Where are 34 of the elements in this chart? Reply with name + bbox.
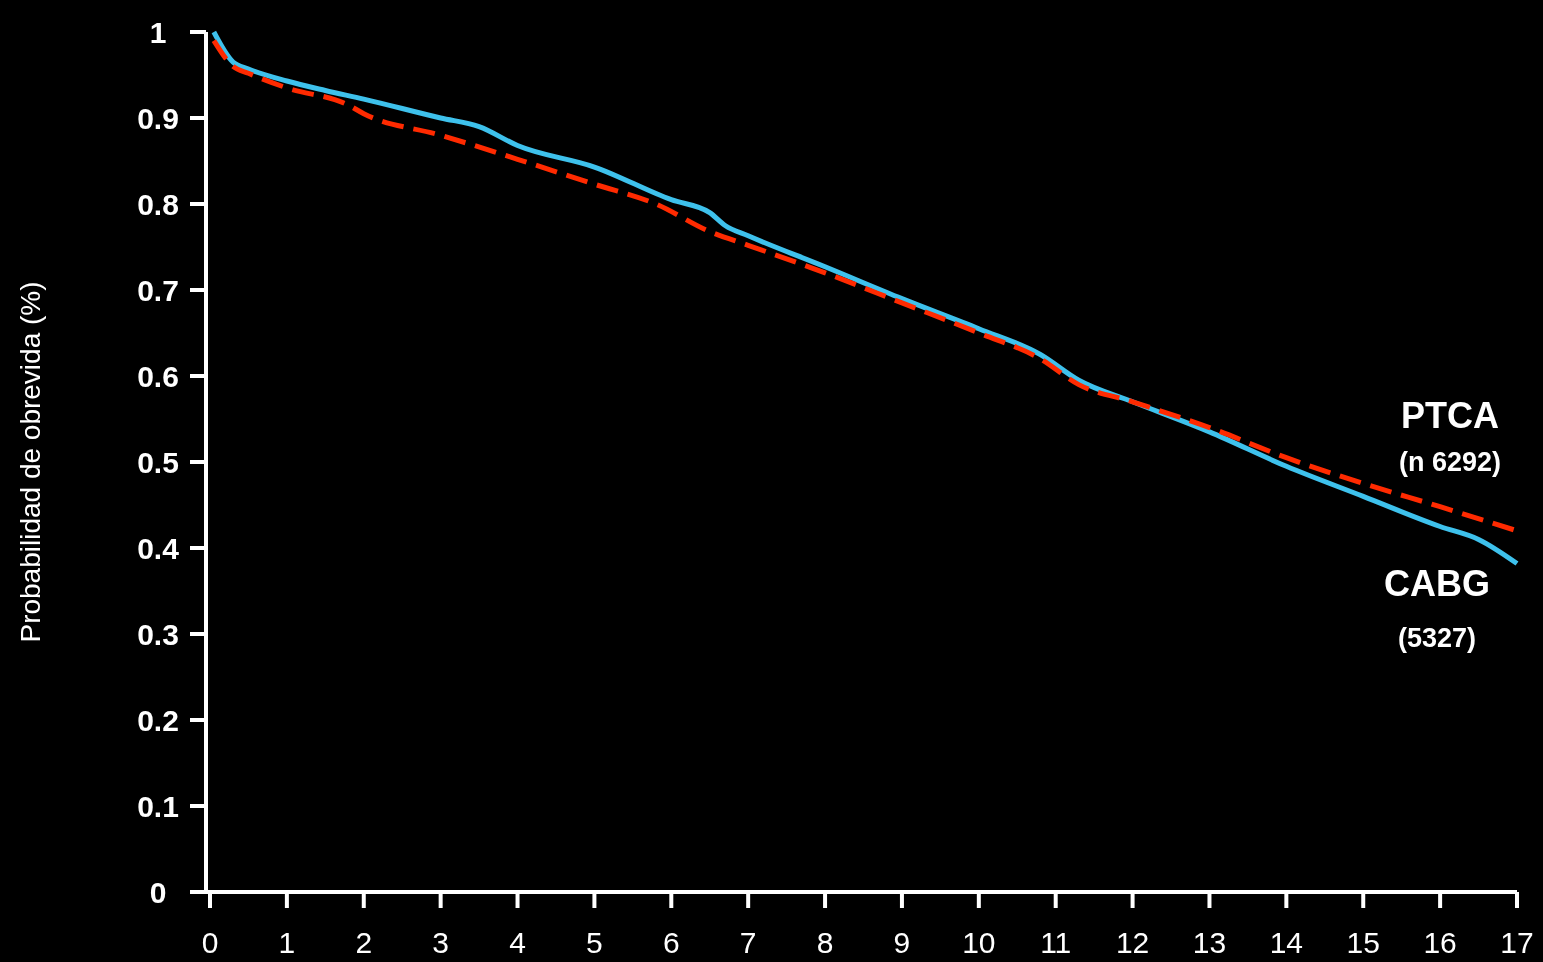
x-tick-label: 14 xyxy=(1269,925,1304,959)
x-tick-label: 8 xyxy=(816,925,834,959)
y-tick-label: 0.1 xyxy=(137,789,179,823)
x-tick-label: 10 xyxy=(962,925,996,959)
x-tick-label: 11 xyxy=(1040,925,1072,959)
x-tick-label: 13 xyxy=(1192,925,1227,959)
x-tick-label: 15 xyxy=(1346,925,1380,959)
x-tick-label: 9 xyxy=(893,925,911,959)
y-tick-label: 0.4 xyxy=(137,531,180,565)
annotation: (n 6292) xyxy=(1398,447,1502,478)
x-tick-label: 17 xyxy=(1500,925,1534,959)
y-axis-title: Probabilidad de obrevida (%) xyxy=(15,281,46,643)
y-tick-label: 0 xyxy=(149,875,167,909)
x-tick-label: 2 xyxy=(355,925,373,959)
x-tick-label: 1 xyxy=(278,925,296,959)
x-tick-label: 0 xyxy=(201,925,219,959)
x-tick-label: 4 xyxy=(509,925,526,959)
series-label: PTCA xyxy=(1401,395,1499,437)
y-tick-label: 0.5 xyxy=(137,445,179,479)
x-tick-label: 7 xyxy=(739,925,757,959)
annotation: (5327) xyxy=(1397,622,1477,653)
x-tick-label: 12 xyxy=(1115,925,1150,959)
x-tick-label: 3 xyxy=(432,925,449,959)
y-tick-label: 0.2 xyxy=(137,703,179,737)
series-label: CABG xyxy=(1384,563,1490,605)
y-tick-label: 0.3 xyxy=(137,617,179,651)
y-tick-label: 0.7 xyxy=(137,273,179,307)
y-tick-label: 0.9 xyxy=(137,101,179,135)
y-tick-label: 0.6 xyxy=(137,359,179,393)
x-tick-label: 5 xyxy=(586,925,603,959)
y-tick-label: 0.8 xyxy=(137,187,179,221)
x-tick-label: 6 xyxy=(662,925,680,959)
y-tick-label: 1 xyxy=(149,15,167,49)
x-tick-label: 16 xyxy=(1423,925,1457,959)
